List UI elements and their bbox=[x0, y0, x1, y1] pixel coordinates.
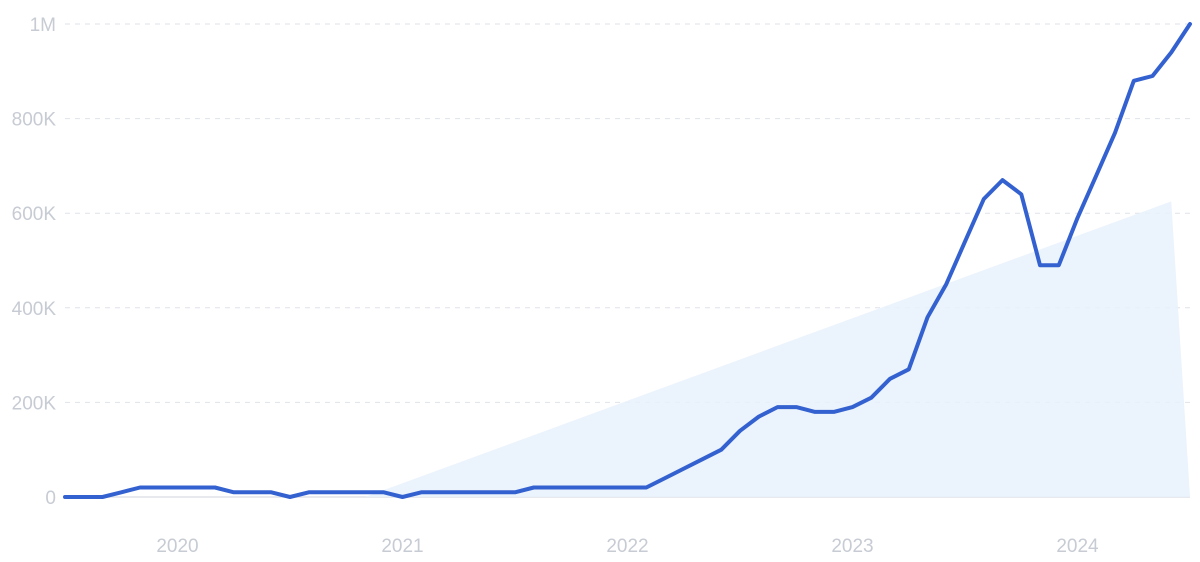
data-point bbox=[1057, 263, 1061, 267]
data-point bbox=[682, 467, 686, 471]
data-point bbox=[551, 486, 555, 490]
data-point bbox=[1038, 263, 1042, 267]
data-point bbox=[494, 490, 498, 494]
data-point bbox=[476, 490, 480, 494]
data-point bbox=[982, 197, 986, 201]
data-point bbox=[888, 377, 892, 381]
y-axis: 0 200K 400K 600K 800K 1M bbox=[12, 15, 57, 509]
data-point bbox=[382, 490, 386, 494]
data-point bbox=[626, 486, 630, 490]
x-axis: 2020 2021 2022 2023 2024 bbox=[156, 536, 1099, 557]
data-point bbox=[569, 486, 573, 490]
data-point bbox=[363, 490, 367, 494]
data-point bbox=[326, 490, 330, 494]
y-tick-label: 400K bbox=[12, 299, 57, 320]
data-point bbox=[438, 490, 442, 494]
data-point bbox=[607, 486, 611, 490]
series-line bbox=[63, 22, 1192, 499]
data-point bbox=[344, 490, 348, 494]
data-point bbox=[157, 486, 161, 490]
data-point bbox=[644, 486, 648, 490]
data-point bbox=[232, 490, 236, 494]
data-point bbox=[307, 490, 311, 494]
data-point bbox=[1113, 131, 1117, 135]
data-point bbox=[776, 405, 780, 409]
data-point bbox=[1094, 173, 1098, 177]
y-tick-label: 600K bbox=[12, 204, 57, 225]
data-point bbox=[757, 415, 761, 419]
data-point bbox=[813, 410, 817, 414]
data-point bbox=[719, 448, 723, 452]
data-point bbox=[907, 367, 911, 371]
data-point bbox=[869, 396, 873, 400]
y-tick-label: 0 bbox=[45, 488, 56, 509]
trend-area-fill bbox=[365, 201, 1190, 497]
data-point bbox=[1001, 178, 1005, 182]
data-point bbox=[738, 429, 742, 433]
y-tick-label: 1M bbox=[30, 15, 56, 36]
series-layer bbox=[63, 22, 1192, 499]
y-tick-label: 200K bbox=[12, 393, 57, 414]
data-point bbox=[513, 490, 517, 494]
data-point bbox=[401, 495, 405, 499]
x-tick-label: 2020 bbox=[156, 536, 198, 557]
data-point bbox=[701, 457, 705, 461]
x-tick-label: 2023 bbox=[831, 536, 873, 557]
data-point bbox=[213, 486, 217, 490]
data-point bbox=[1076, 216, 1080, 220]
data-point bbox=[251, 490, 255, 494]
data-point bbox=[1019, 192, 1023, 196]
data-point bbox=[1151, 74, 1155, 78]
data-point bbox=[269, 490, 273, 494]
data-point bbox=[101, 495, 105, 499]
data-point bbox=[944, 282, 948, 286]
trend-area bbox=[365, 201, 1190, 497]
data-point bbox=[1132, 79, 1136, 83]
data-point bbox=[119, 490, 123, 494]
data-point bbox=[1188, 22, 1192, 26]
data-point bbox=[419, 490, 423, 494]
data-point bbox=[82, 495, 86, 499]
data-point bbox=[63, 495, 67, 499]
data-point bbox=[851, 405, 855, 409]
y-tick-label: 800K bbox=[12, 110, 57, 131]
data-point bbox=[532, 486, 536, 490]
data-point bbox=[663, 476, 667, 480]
x-tick-label: 2021 bbox=[381, 536, 423, 557]
x-tick-label: 2022 bbox=[606, 536, 648, 557]
data-point bbox=[794, 405, 798, 409]
data-point bbox=[963, 240, 967, 244]
data-point bbox=[1169, 50, 1173, 54]
data-point bbox=[457, 490, 461, 494]
data-point bbox=[926, 315, 930, 319]
data-point bbox=[194, 486, 198, 490]
data-point bbox=[588, 486, 592, 490]
data-point bbox=[138, 486, 142, 490]
data-point bbox=[176, 486, 180, 490]
data-point bbox=[288, 495, 292, 499]
data-point bbox=[832, 410, 836, 414]
x-tick-label: 2024 bbox=[1056, 536, 1099, 557]
